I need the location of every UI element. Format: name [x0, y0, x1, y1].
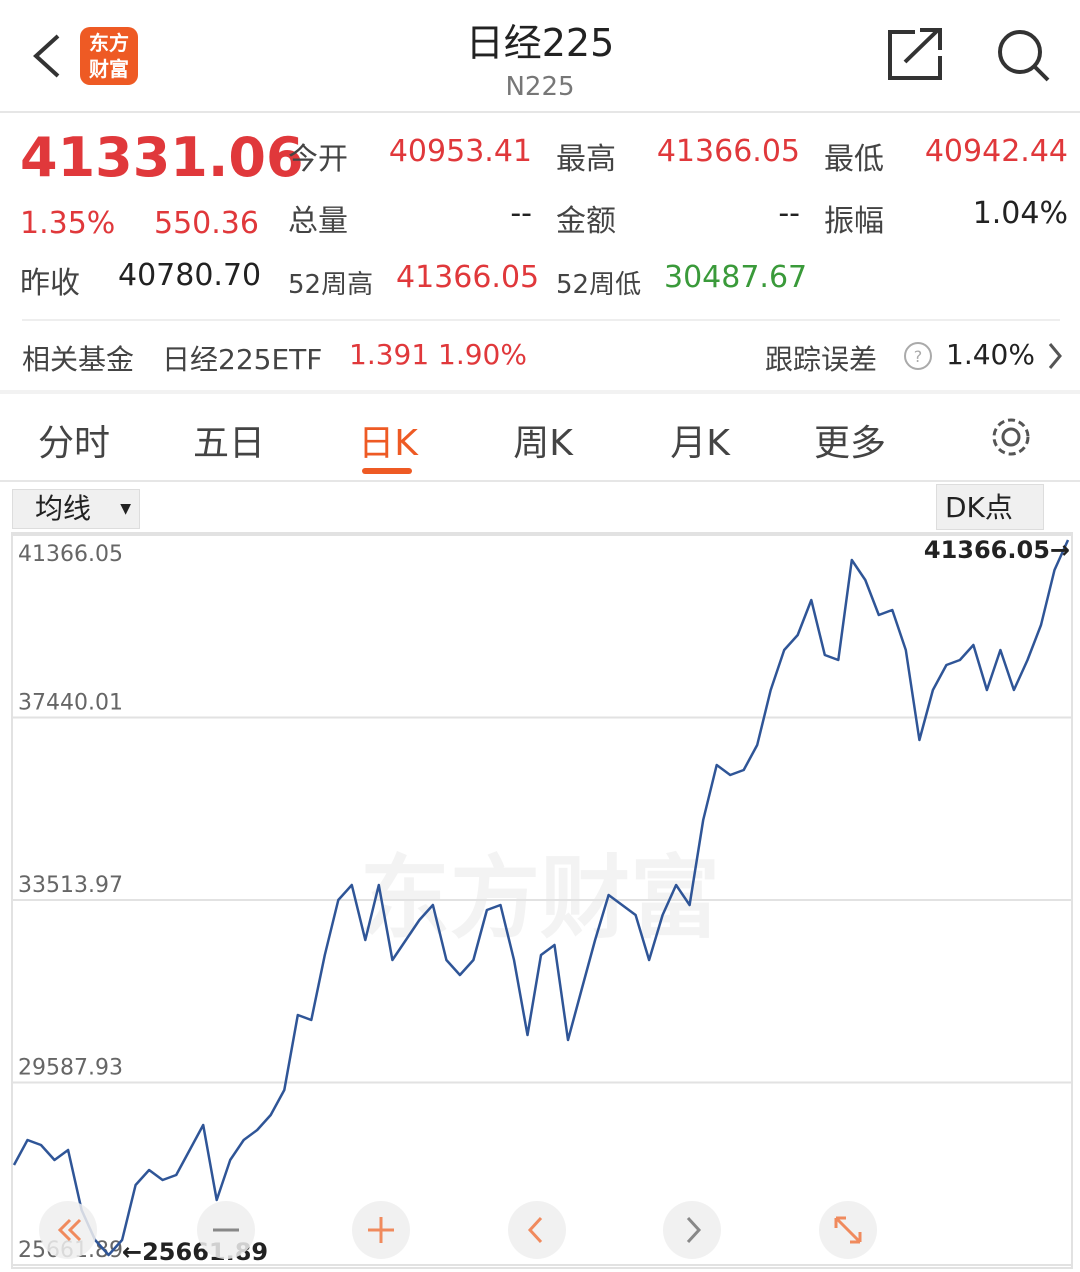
max-annotation: 41366.05→: [924, 536, 1070, 564]
watermark: 东方财富: [360, 846, 720, 951]
price: 41331.06: [20, 126, 304, 189]
tab[interactable]: 日K: [358, 423, 418, 464]
search-button[interactable]: [998, 30, 1050, 82]
dk-button[interactable]: DK点: [936, 484, 1044, 530]
stat-value: 40780.70: [118, 258, 262, 293]
dk-text: DK点: [945, 491, 1013, 524]
tab[interactable]: 更多: [813, 423, 886, 464]
stat-label: 52周低: [556, 270, 642, 300]
stat-value: 41366.05: [656, 134, 800, 169]
prev-button[interactable]: [508, 1201, 566, 1259]
y-tick-label: 41366.05: [18, 542, 123, 567]
stat-label: 昨收: [20, 266, 80, 301]
y-tick-label: 33513.97: [18, 873, 123, 898]
next-button[interactable]: [663, 1201, 721, 1259]
stat-value: 40942.44: [924, 134, 1068, 169]
stat-value: 30487.67: [664, 260, 808, 295]
price-line: [12, 539, 1070, 1257]
y-tick-label: 37440.01: [18, 691, 123, 716]
chart-controls: [39, 1201, 877, 1259]
logo: [80, 27, 138, 85]
header-icons: 东方 财富 ?: [0, 27, 1080, 482]
stat-value: --: [510, 196, 532, 231]
stat-value: 1.04%: [972, 196, 1068, 231]
tracking-label: 跟踪误差: [765, 343, 878, 376]
logo-text: 东方: [89, 31, 129, 55]
svg-text:?: ?: [914, 347, 923, 366]
logo-text: 财富: [89, 57, 129, 81]
title: 日经225: [465, 21, 615, 65]
fund-label: 相关基金: [22, 343, 135, 376]
chart: 东方财富25661.8929587.9333513.9737440.014136…: [11, 532, 1073, 1269]
share-button[interactable]: [888, 28, 942, 80]
subtitle: N225: [505, 72, 575, 102]
settings-button[interactable]: [992, 418, 1030, 456]
change-pct: 1.35%: [20, 206, 116, 241]
stat-value: 40953.41: [388, 134, 532, 169]
fund-name[interactable]: 日经225ETF: [162, 343, 323, 376]
fund-price: 1.391: [349, 338, 430, 371]
stat-value: --: [778, 196, 800, 231]
tracking-value: 1.40%: [946, 338, 1035, 371]
stat-label: 最高: [556, 142, 616, 177]
tab[interactable]: 月K: [670, 423, 730, 464]
indicator-text: 均线: [35, 492, 92, 525]
y-tick-label: 29587.93: [18, 1056, 123, 1081]
tab[interactable]: 分时: [37, 423, 110, 464]
fund-pct: 1.90%: [438, 338, 527, 371]
stat-value: 41366.05: [396, 260, 540, 295]
indicator-dropdown[interactable]: 均线 ▼: [12, 489, 140, 529]
stat-label: 今开: [288, 142, 348, 177]
stat-label: 金额: [556, 204, 616, 239]
tab[interactable]: 五日: [192, 423, 265, 464]
back-button[interactable]: [33, 34, 60, 78]
stat-label: 52周高: [288, 270, 374, 300]
change: 550.36: [154, 206, 259, 241]
stat-label: 总量: [288, 204, 348, 239]
stat-label: 振幅: [824, 204, 884, 239]
stat-label: 最低: [824, 142, 884, 177]
tab[interactable]: 周K: [513, 423, 573, 464]
